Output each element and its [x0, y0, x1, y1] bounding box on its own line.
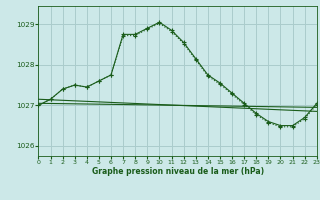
- X-axis label: Graphe pression niveau de la mer (hPa): Graphe pression niveau de la mer (hPa): [92, 167, 264, 176]
